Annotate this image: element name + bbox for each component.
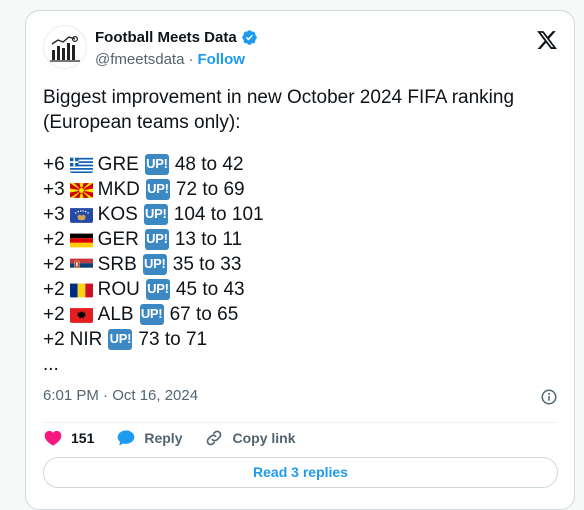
copy-link-label: Copy link [232,430,296,446]
rank-from-to: 35 to 33 [172,254,242,275]
team-code: KOS [97,204,138,225]
link-icon [207,430,222,446]
up-badge: UP! [142,254,167,275]
reply-bubble-icon [118,430,135,446]
ranking-row-alb: +2 ALB UP! 67 to 65 [43,302,558,327]
kosovo-flag-icon [69,206,93,223]
info-icon[interactable] [540,388,558,406]
like-button[interactable]: 151 [43,428,94,448]
rank-change: +3 [43,179,65,200]
rank-from-to: 45 to 43 [175,279,245,300]
up-badge: UP! [144,154,169,175]
reply-label: Reply [144,430,183,446]
ranking-row-mkd: +3 MKD UP! 72 to 69 [43,177,558,202]
greece-flag-icon [69,156,93,173]
rank-from-to: 73 to 71 [138,329,208,350]
bar-chart-logo-icon [50,35,80,62]
ranking-row-srb: +2 SRB UP! 35 to 33 [43,252,558,277]
like-count: 151 [71,430,95,446]
up-badge: UP! [145,179,170,200]
read-replies-button[interactable]: Read 3 replies [43,457,558,488]
ranking-row-ger: +2 GER UP! 13 to 11 [43,227,558,252]
author-name[interactable]: Football Meets Data [95,29,237,46]
team-code: ROU [97,279,140,300]
rank-change: +6 [43,154,65,175]
author-handle-row: @fmeetsdata · Follow [95,51,245,68]
tweet-intro: Biggest improvement in new October 2024 … [43,87,515,133]
albania-flag-icon [69,306,93,323]
team-code: ALB [97,304,134,325]
rank-from-to: 72 to 69 [175,179,245,200]
ellipsis-text: ... [43,354,59,375]
ranking-row-kos: +3 KOS UP! 104 to 101 [43,202,558,227]
reply-button[interactable]: Reply [116,428,182,448]
avatar[interactable] [43,25,87,69]
germany-flag-icon [69,231,93,248]
tweet-timestamp[interactable]: 6:01 PM · Oct 16, 2024 [43,387,199,404]
tweet-text: Biggest improvement in new October 2024 … [43,85,558,377]
x-logo-icon[interactable] [536,29,558,51]
up-badge: UP! [144,229,169,250]
ranking-row-rou: +2 ROU UP! 45 to 43 [43,277,558,302]
rank-from-to: 104 to 101 [173,204,264,225]
up-badge: UP! [145,279,170,300]
rank-from-to: 48 to 42 [174,154,244,175]
rank-change: +2 [43,329,65,350]
tweet-header: Football Meets Data @fmeetsdata · Follow [43,25,558,73]
tweet-actions: 151 Reply Copy link [43,428,318,448]
rank-change: +2 [43,254,65,275]
up-badge: UP! [108,329,133,350]
author-handle[interactable]: @fmeetsdata [95,51,185,68]
team-code: MKD [97,179,140,200]
team-code: SRB [97,254,137,275]
divider [43,422,557,423]
rank-change: +2 [43,304,65,325]
ranking-row-gre: +6 GRE UP! 48 to 42 [43,152,558,177]
author-name-row: Football Meets Data [95,29,258,46]
verified-badge-icon [241,30,257,45]
up-badge: UP! [143,204,168,225]
serbia-flag-icon [69,256,93,273]
heart-icon [44,430,62,446]
team-code: GER [97,229,139,250]
follow-link[interactable]: Follow [197,51,245,68]
rank-change: +3 [43,204,65,225]
copy-link-button[interactable]: Copy link [204,428,296,448]
rank-from-to: 67 to 65 [169,304,239,325]
north-macedonia-flag-icon [69,181,93,198]
ranking-row-nir: +2 NIR UP! 73 to 71 [43,327,558,352]
rank-from-to: 13 to 11 [174,229,243,250]
separator-dot: · [188,51,194,68]
rank-change: +2 [43,279,65,300]
up-badge: UP! [139,304,164,325]
team-code: NIR [69,329,103,350]
team-code: GRE [97,154,139,175]
romania-flag-icon [69,281,93,298]
rank-change: +2 [43,229,65,250]
tweet-card: Football Meets Data @fmeetsdata · Follow… [25,10,575,510]
